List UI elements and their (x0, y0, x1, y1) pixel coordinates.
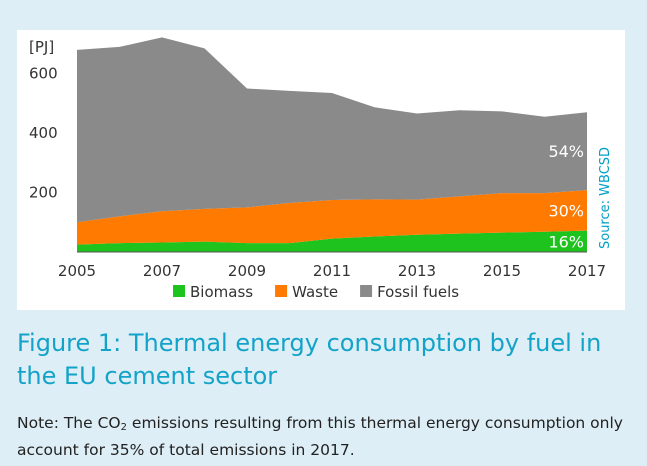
legend-label-biomass: Biomass (190, 283, 253, 301)
x-tick-2009: 2009 (228, 262, 266, 280)
share-label-waste: 30% (548, 201, 584, 220)
share-label-biomass: 16% (548, 232, 584, 251)
y-unit-label: [PJ] (29, 38, 54, 56)
source-label: Source: WBCSD (598, 147, 613, 249)
y-tick-200: 200 (29, 184, 58, 202)
axis-tick-labels: 2005 2007 2009 2011 2013 2015 2017 200 400 600 [PJ… (29, 38, 606, 280)
x-tick-2011: 2011 (313, 262, 351, 280)
note-text-end: emissions resulting from this thermal en… (17, 414, 623, 459)
share-label-fossil-fuels: 54% (548, 142, 584, 161)
legend-swatch-fossil-fuels (360, 285, 373, 297)
chart-panel: 2005 2007 2009 2011 2013 2015 2017 200 400 600 [PJ… (17, 30, 625, 310)
area-waste (77, 190, 587, 245)
chart-legend: Biomass Waste Fossil fuels (173, 283, 459, 301)
x-tick-2017: 2017 (568, 262, 606, 280)
share-labels: 16% 30% 54% (548, 142, 584, 251)
legend-swatch-biomass (173, 285, 185, 297)
stacked-area-chart: 2005 2007 2009 2011 2013 2015 2017 200 400 600 [PJ… (29, 37, 613, 301)
note-subscript: 2 (120, 422, 127, 433)
x-tick-2013: 2013 (398, 262, 436, 280)
legend-label-waste: Waste (292, 283, 338, 301)
x-tick-2005: 2005 (58, 262, 96, 280)
x-tick-2015: 2015 (483, 262, 521, 280)
y-tick-400: 400 (29, 124, 58, 142)
figure-caption: Figure 1: Thermal energy consumption by … (17, 329, 602, 390)
y-tick-600: 600 (29, 65, 58, 83)
area-biomass (77, 230, 587, 252)
x-tick-2007: 2007 (143, 262, 181, 280)
figure-note: Note: The CO2 emissions resulting from t… (17, 412, 632, 461)
legend-label-fossil-fuels: Fossil fuels (377, 283, 459, 301)
note-text-start: Note: The CO (17, 414, 121, 432)
chart-areas (77, 37, 587, 252)
legend-swatch-waste (275, 285, 288, 297)
area-fossil-fuels (77, 37, 587, 223)
